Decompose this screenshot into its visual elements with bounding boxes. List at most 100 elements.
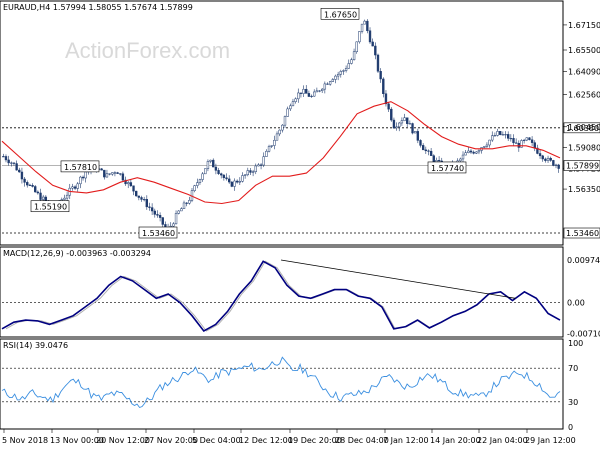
rsi-tick-label: 100	[568, 339, 583, 348]
price-tick-label: 1.59080	[568, 144, 600, 153]
candle-body	[193, 185, 196, 191]
candle-body	[408, 123, 412, 125]
candle-body	[20, 171, 24, 180]
time-tick-label: 19 Dec 20:00	[288, 436, 342, 445]
candle-body	[379, 71, 382, 80]
candle-body	[235, 180, 239, 183]
candle-body	[554, 164, 558, 166]
candle-body	[363, 20, 366, 25]
candle-body	[525, 137, 528, 141]
candle-body	[132, 185, 135, 192]
price-annotation-box	[60, 160, 100, 173]
candle-body	[358, 31, 361, 43]
candle-body	[63, 197, 66, 200]
candle-body	[520, 140, 523, 148]
price-annotation-box	[138, 226, 178, 239]
price-annotation-label: 1.57810	[64, 163, 97, 172]
candle-body	[76, 183, 79, 189]
candle-body	[150, 207, 154, 212]
candle-body	[161, 217, 164, 225]
candle-body	[382, 78, 385, 94]
candle-body	[283, 116, 287, 126]
candle-body	[318, 90, 321, 92]
candle-body	[44, 196, 48, 201]
candle-body	[411, 123, 414, 134]
level-tag	[563, 122, 600, 134]
candle-body	[538, 153, 542, 157]
watermark: ActionForex.com	[65, 38, 230, 63]
moving-average-line	[1, 101, 561, 205]
candle-body	[39, 192, 42, 200]
candle-body	[148, 206, 151, 208]
candle-body	[174, 213, 178, 225]
macd-tick-label: 0.009747	[567, 256, 600, 265]
candle-body	[121, 173, 125, 181]
candle-body	[427, 150, 430, 152]
candle-body	[475, 151, 478, 154]
candle-body	[289, 105, 292, 110]
candle-body	[15, 163, 18, 171]
candle-body	[238, 181, 241, 183]
candle-body	[214, 166, 218, 171]
candle-body	[387, 103, 390, 110]
candle-body	[12, 162, 16, 164]
candle-body	[196, 182, 199, 186]
macd-pane-frame	[0, 246, 564, 338]
candle-body	[530, 139, 534, 143]
candle-body	[105, 173, 109, 178]
candle-body	[111, 172, 114, 175]
rsi-pane-frame	[0, 338, 564, 430]
candle-body	[491, 135, 494, 141]
candle-body	[392, 119, 396, 129]
rsi-header: RSI(14) 39.0476	[3, 341, 68, 350]
candle-body	[209, 159, 212, 162]
time-tick-label: 12 Dec 12:00	[239, 436, 293, 445]
candle-body	[541, 155, 544, 160]
candle-body	[483, 146, 486, 148]
candle-body	[549, 157, 552, 161]
candle-body	[299, 92, 303, 94]
candle-body	[374, 45, 377, 56]
level-label: 1.60380	[566, 124, 599, 133]
candle-body	[419, 140, 422, 146]
candle-body	[406, 117, 409, 124]
candle-body	[310, 95, 313, 98]
time-tick-label: 5 Dec 04:00	[192, 436, 241, 445]
candle-body	[384, 93, 388, 105]
candle-body	[504, 134, 507, 136]
candle-body	[366, 20, 369, 32]
price-annotation-box	[320, 8, 360, 20]
candle-body	[251, 171, 255, 173]
candle-body	[331, 79, 334, 82]
candle-body	[499, 131, 502, 135]
candle-body	[142, 199, 146, 201]
candle-body	[398, 122, 401, 128]
candle-body	[414, 131, 417, 134]
time-tick-label: 14 Jan 20:00	[430, 436, 481, 445]
candle-body	[352, 51, 356, 60]
price-tick-label: 1.65500	[568, 46, 600, 55]
candle-body	[403, 117, 406, 121]
candle-body	[7, 159, 10, 164]
candle-body	[435, 160, 438, 162]
candle-body	[546, 157, 550, 161]
candle-body	[339, 71, 342, 75]
price-annotation-box	[30, 200, 70, 213]
candle-body	[507, 134, 510, 139]
candle-body	[350, 59, 353, 64]
candle-body	[153, 210, 156, 215]
time-tick-label: 5 Nov 2018	[2, 436, 48, 445]
candle-body	[344, 68, 348, 71]
candle-body	[18, 169, 21, 173]
candle-body	[204, 168, 207, 175]
candle-body	[459, 158, 462, 162]
candle-body	[65, 194, 69, 199]
candle-body	[220, 173, 223, 176]
candle-body	[395, 126, 398, 129]
candle-body	[501, 134, 505, 136]
candle-body	[84, 171, 87, 179]
candle-body	[135, 190, 138, 197]
candle-body	[206, 161, 210, 169]
candle-body	[222, 174, 226, 178]
macd-tick-label: -0.007103	[567, 330, 600, 339]
